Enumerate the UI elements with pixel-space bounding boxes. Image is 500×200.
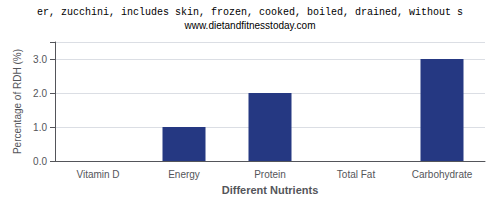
svg-text:2.0: 2.0 [33,88,47,99]
svg-text:Protein: Protein [254,169,286,180]
svg-text:Different Nutrients: Different Nutrients [222,184,319,196]
svg-text:3.0: 3.0 [33,54,47,65]
svg-text:Total Fat: Total Fat [337,169,376,180]
svg-text:1.0: 1.0 [33,122,47,133]
svg-text:Carbohydrate: Carbohydrate [412,169,473,180]
svg-text:Energy: Energy [168,169,200,180]
svg-text:www.dietandfitnesstoday.com: www.dietandfitnesstoday.com [184,20,316,31]
svg-text:Percentage of RDH (%): Percentage of RDH (%) [12,49,23,154]
svg-text:Vitamin D: Vitamin D [76,169,119,180]
svg-text:0.0: 0.0 [33,156,47,167]
svg-text:er, zucchini, includes skin, f: er, zucchini, includes skin, frozen, coo… [37,7,463,18]
